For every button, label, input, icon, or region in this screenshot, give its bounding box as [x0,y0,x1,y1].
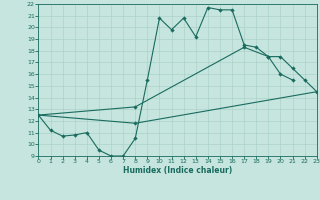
X-axis label: Humidex (Indice chaleur): Humidex (Indice chaleur) [123,166,232,175]
